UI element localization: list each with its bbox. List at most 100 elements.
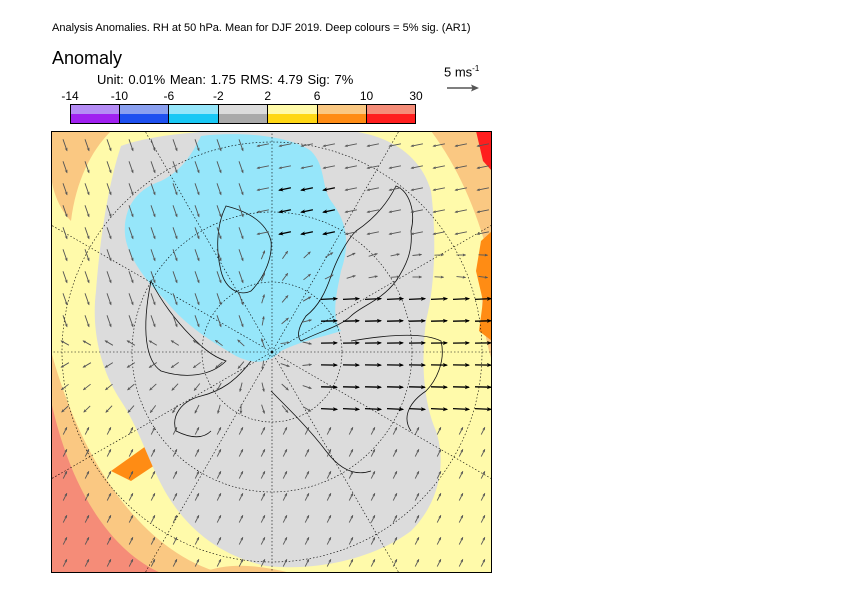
wind-vector-arrow-icon (106, 293, 112, 306)
wind-vector-arrow-icon (480, 536, 486, 545)
wind-vector-arrow-icon (260, 558, 266, 567)
wind-vector-arrow-icon (82, 383, 91, 391)
wind-vector-arrow-icon (392, 448, 398, 457)
wind-vector-arrow-icon (150, 492, 156, 501)
wind-vector-arrow-icon (432, 187, 445, 192)
wind-vector-arrow-icon (478, 275, 489, 279)
wind-vector-arrow-icon (170, 340, 180, 346)
colorbar-tick-label: -10 (110, 89, 129, 103)
wind-vector-arrow-icon (370, 492, 376, 501)
wind-vector-arrow-icon (172, 536, 178, 545)
wind-vector-arrow-icon (150, 315, 156, 328)
wind-vector-arrow-icon (84, 514, 90, 523)
wind-vector-arrow-icon (194, 315, 200, 328)
wind-vector-arrow-icon (261, 404, 265, 414)
wind-vector-arrow-icon (150, 227, 156, 240)
wind-vector-arrow-icon (172, 404, 178, 414)
wind-vector-arrow-icon (458, 492, 464, 501)
wind-vector-arrow-icon (414, 492, 420, 501)
wind-vector-arrow-icon (128, 536, 134, 545)
wind-vector-arrow-icon (216, 139, 222, 152)
wind-vector-arrow-icon (261, 294, 265, 304)
wind-vector-arrow-icon (238, 426, 244, 435)
wind-vector-arrow-icon (216, 426, 222, 435)
wind-vector-arrow-icon (260, 448, 266, 457)
colorbar-tick-label: -14 (61, 89, 79, 103)
wind-vector-arrow-icon (348, 514, 354, 523)
wind-vector-arrow-icon (216, 492, 222, 501)
reference-vector-arrow-icon (447, 84, 479, 92)
wind-vector-arrow-icon (106, 470, 112, 479)
colorbar-tick-label: 30 (409, 89, 423, 103)
wind-vector-arrow-icon (388, 187, 401, 192)
wind-vector-arrow-icon (194, 183, 200, 196)
field-name: Anomaly (52, 48, 123, 68)
meridian-300 (51, 224, 273, 353)
wind-vector-arrow-icon (127, 405, 135, 413)
wind-vector-arrow-icon (303, 251, 311, 259)
wind-vector-arrow-icon (346, 275, 356, 279)
wind-vector-arrow-icon (172, 558, 178, 567)
colorbar-pale-segment (317, 104, 368, 114)
wind-vector-arrow-icon (106, 536, 112, 545)
wind-vector-arrow-icon (302, 296, 312, 302)
wind-vector-arrow-icon (260, 426, 266, 435)
wind-vector-arrow-icon (238, 205, 244, 218)
colorbar-pale-segment (169, 104, 219, 114)
wind-vector-arrow-icon (324, 274, 334, 280)
wind-vector-arrow-icon (454, 187, 467, 192)
wind-vector-arrow-icon (304, 536, 310, 545)
wind-vector-arrow-icon (322, 187, 336, 192)
band-red-ne (476, 131, 492, 171)
wind-vector-arrow-icon (388, 143, 401, 148)
wind-vector-arrow-icon (256, 187, 269, 192)
wind-vector-arrow-icon (216, 448, 222, 457)
wind-vector-arrow-icon (260, 272, 266, 282)
wind-vector-arrow-icon (432, 143, 445, 148)
band-red-sw (51, 401, 161, 573)
reference-vector-exponent: -1 (472, 64, 480, 73)
wind-vector-arrow-icon (194, 139, 200, 152)
wind-vector-arrow-icon (106, 426, 112, 435)
wind-vector-arrow-icon (278, 143, 291, 148)
wind-vector-arrow-icon (300, 231, 314, 236)
wind-vector-arrow-icon (344, 231, 357, 236)
wind-vector-arrow-icon (84, 205, 90, 218)
band-deep-orange-east (476, 231, 492, 341)
wind-vector-arrow-icon (62, 139, 68, 152)
wind-vector-arrow-icon (414, 426, 420, 435)
wind-vector-arrow-icon (390, 253, 401, 257)
wind-vector-arrow-icon (260, 250, 266, 260)
wind-vector-arrow-icon (238, 536, 244, 545)
wind-vector-arrow-icon (302, 385, 312, 389)
wind-vector-arrow-icon (432, 209, 445, 214)
wind-vector-arrow-icon (172, 448, 178, 457)
wind-vector-arrow-icon (348, 558, 354, 567)
wind-vector-arrow-icon (476, 165, 489, 170)
wind-vector-arrow-icon (150, 514, 156, 523)
wind-vector-arrow-icon (282, 448, 288, 457)
wind-vector-arrow-icon (238, 249, 244, 262)
region-negative (124, 134, 347, 362)
wind-vector-arrow-icon (304, 470, 310, 479)
wind-vector-arrow-icon (280, 363, 290, 367)
wind-vector-arrow-icon (128, 558, 134, 567)
colorbar-deep-segment (317, 114, 368, 124)
colorbar-tick-label: 6 (313, 89, 321, 103)
wind-vector-arrow-icon (62, 514, 68, 523)
wind-vector-arrow-icon (476, 209, 489, 214)
wind-vector-arrow-icon (217, 404, 221, 414)
wind-vector-arrow-icon (104, 383, 113, 391)
wind-vector-arrow-icon (150, 249, 156, 262)
wind-vector-arrow-icon (194, 161, 200, 174)
wind-vector-arrow-icon (282, 426, 288, 435)
wind-vector-arrow-icon (261, 315, 265, 326)
wind-vector-arrow-icon (238, 139, 244, 152)
wind-vector-arrow-icon (128, 227, 134, 240)
wind-vector-arrow-icon (480, 558, 486, 567)
wind-vector-arrow-icon (106, 514, 112, 523)
map-frame (51, 131, 492, 573)
wind-vector-arrow-icon (82, 362, 92, 368)
wind-vector-arrow-icon (390, 275, 401, 279)
coastline-arctic-islands (145, 279, 227, 376)
